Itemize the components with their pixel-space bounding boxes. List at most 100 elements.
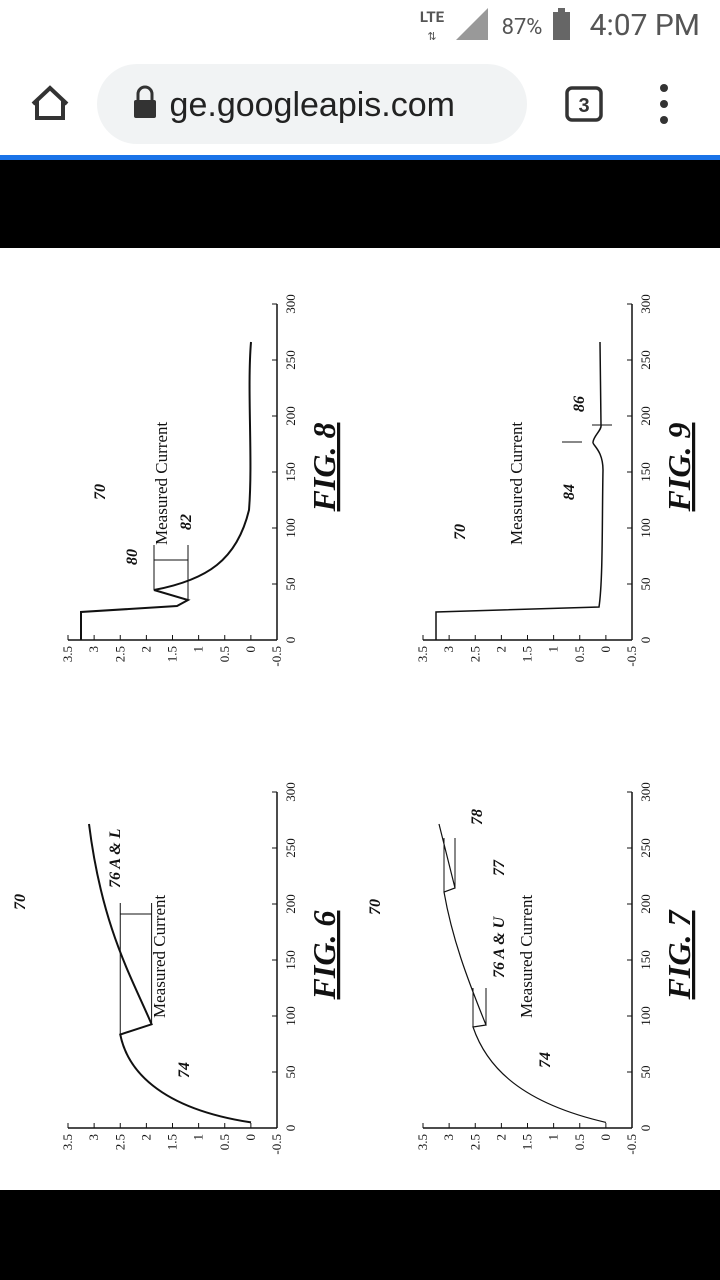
- y-tick-label: 2.5: [467, 646, 482, 662]
- y-tick-label: 2: [493, 1134, 508, 1141]
- ref-label: 70: [452, 524, 469, 540]
- y-tick-label: 1.5: [165, 1134, 180, 1150]
- menu-dot[interactable]: [660, 84, 668, 92]
- y-tick-label: 3: [441, 646, 456, 653]
- data-arrows: ⇅: [427, 30, 436, 43]
- y-tick-label: -0.5: [269, 1134, 284, 1155]
- y-tick-label: 2.5: [112, 646, 127, 662]
- ref-label: 76 A & U: [491, 915, 508, 978]
- y-tick-label: 0: [243, 646, 258, 653]
- x-tick-label: 150: [283, 950, 298, 970]
- x-tick-label: 50: [638, 1066, 653, 1079]
- y-tick-label: 3.5: [415, 646, 430, 662]
- black-band: [0, 160, 720, 248]
- y-tick-label: 3: [441, 1134, 456, 1141]
- x-tick-label: 300: [283, 294, 298, 314]
- y-tick-label: 1: [546, 1134, 561, 1141]
- ref-label: 76 A & L: [107, 828, 124, 888]
- figure: 70 Measured Current 84 86 FIG. 9 3.5 3 2.5…: [415, 294, 697, 666]
- bracket: [119, 903, 153, 1035]
- x-tick-label: 150: [638, 950, 653, 970]
- x-tick-label: 0: [638, 1125, 653, 1132]
- caption: FIG. 7: [661, 909, 697, 1001]
- signal-icon: [456, 8, 488, 40]
- battery-icon: [553, 12, 570, 40]
- battery-tip: [558, 8, 565, 13]
- figure: 70 Measured Current 80 82 FIG. 8 3.5 3 2.5…: [60, 294, 342, 666]
- url: ige.googleapis.com: [162, 86, 455, 124]
- y-tick-label: 1: [191, 1134, 206, 1141]
- y-tick-label: 0: [598, 1134, 613, 1141]
- x-tick-label: 50: [283, 1066, 298, 1079]
- home-button[interactable]: [31, 85, 69, 120]
- annotation: Measured Current: [507, 422, 526, 545]
- ref-label: 74: [537, 1052, 554, 1068]
- caption: FIG. 9: [661, 423, 697, 513]
- url-clip: ige.googleapis.com: [162, 86, 455, 124]
- bracket: [562, 424, 612, 443]
- network: LTE: [420, 8, 445, 26]
- y-tick-label: 3.5: [60, 646, 75, 662]
- ref-label: 78: [469, 809, 486, 825]
- y-tick-label: 2.5: [467, 1134, 482, 1150]
- x-tick-label: 100: [638, 1006, 653, 1026]
- ref-label: 70: [12, 894, 29, 910]
- x-tick-label: 100: [283, 1006, 298, 1026]
- x-tick-label: 200: [283, 894, 298, 914]
- y-tick-label: 3.5: [60, 1134, 75, 1150]
- y-tick-label: 0.5: [217, 646, 232, 662]
- x-tick-label: 250: [638, 838, 653, 858]
- ref-label: 70: [367, 899, 384, 915]
- clock: 4:07 PM: [590, 8, 700, 43]
- x-tick-label: 0: [283, 1125, 298, 1132]
- caption: FIG. 8: [306, 423, 342, 513]
- menu-dot[interactable]: [660, 100, 668, 108]
- x-tick-label: 200: [638, 406, 653, 426]
- x-tick-label: 300: [283, 782, 298, 802]
- ref-label: 82: [178, 514, 195, 530]
- y-tick-label: 2.5: [112, 1134, 127, 1150]
- y-tick-label: 2: [493, 646, 508, 653]
- curve: [80, 341, 252, 640]
- x-tick-label: 150: [283, 462, 298, 482]
- y-tick-label: 2: [138, 1134, 153, 1141]
- lock-shackle: [136, 85, 154, 100]
- status-bar: [0, 0, 720, 50]
- progress-line: [0, 155, 720, 160]
- bracket: [443, 838, 487, 1027]
- y-tick-label: 1: [191, 646, 206, 653]
- x-tick-label: 0: [283, 637, 298, 644]
- y-tick-label: 2: [138, 646, 153, 653]
- y-tick-label: 0: [598, 646, 613, 653]
- curve: [435, 341, 604, 640]
- tab-count: 3: [578, 95, 589, 117]
- ref-label: 70: [92, 484, 109, 500]
- ref-label: 86: [571, 396, 588, 412]
- ref-label: 77: [491, 859, 508, 876]
- x-tick-label: 100: [638, 518, 653, 538]
- y-tick-label: 3: [86, 1134, 101, 1141]
- lock-icon: [134, 100, 156, 118]
- curve: [88, 823, 252, 1124]
- y-tick-label: -0.5: [269, 646, 284, 667]
- figure: 70 Measured Current 74 76 A & U 77 78 FI…: [367, 782, 697, 1154]
- battery-level: 87%: [502, 15, 543, 40]
- url-bar[interactable]: [97, 64, 527, 144]
- bracket: [153, 545, 189, 600]
- y-tick-label: 3: [86, 646, 101, 653]
- menu-dot[interactable]: [660, 116, 668, 124]
- figure: 70 Measured Current 74 76 A & L FIG. 6 3…: [12, 782, 342, 1154]
- annotation: Measured Current: [152, 422, 171, 545]
- x-tick-label: 250: [283, 350, 298, 370]
- black-band: [0, 1190, 720, 1280]
- x-tick-label: 200: [638, 894, 653, 914]
- y-tick-label: 0: [243, 1134, 258, 1141]
- y-tick-label: 0.5: [217, 1134, 232, 1150]
- y-tick-label: 1: [546, 646, 561, 653]
- annotation: Measured Current: [150, 895, 169, 1018]
- curve: [438, 823, 607, 1123]
- x-tick-label: 50: [283, 578, 298, 591]
- annotation: Measured Current: [517, 895, 536, 1018]
- x-tick-label: 300: [638, 782, 653, 802]
- tab-switcher[interactable]: [565, 86, 603, 122]
